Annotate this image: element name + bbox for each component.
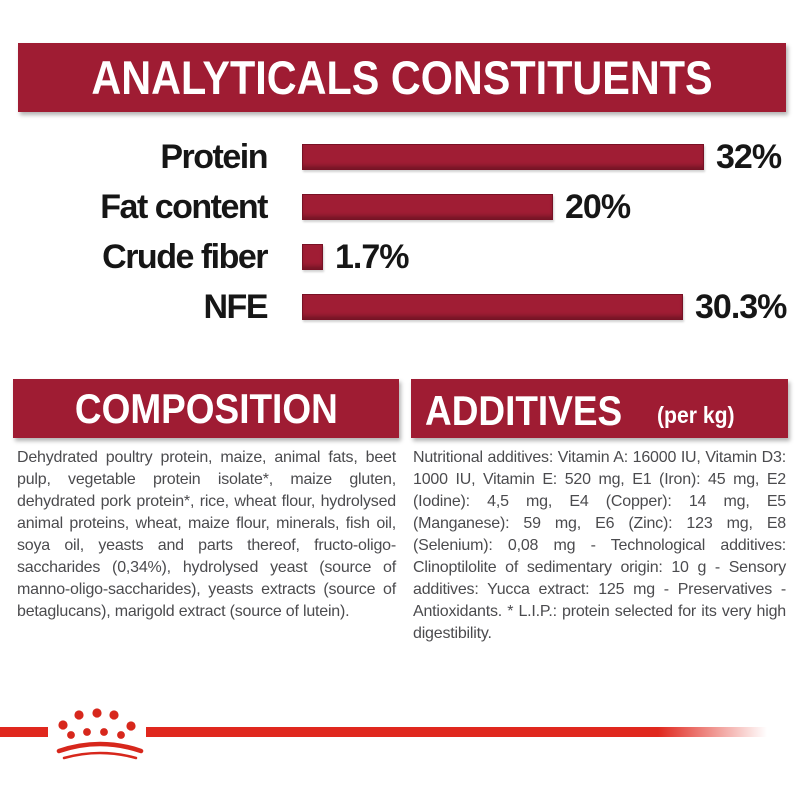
composition-banner: COMPOSITION	[13, 379, 399, 438]
composition-title: COMPOSITION	[74, 384, 338, 432]
chart-row-crude-fiber: Crude fiber 1.7%	[0, 238, 409, 276]
chart-bar	[302, 144, 704, 170]
chart-category-label: Crude fiber	[102, 238, 268, 276]
chart-bar	[302, 294, 683, 320]
chart-bar	[302, 244, 323, 270]
additives-body-text: Nutritional additives: Vitamin A: 16000 …	[413, 449, 786, 642]
additives-title-suffix: (per kg)	[657, 402, 735, 428]
chart-value-label: 30.3%	[695, 287, 787, 326]
chart-row-nfe: NFE 30.3%	[0, 288, 788, 326]
chart-category-label: Protein	[160, 138, 268, 176]
additives-banner: ADDITIVES (per kg)	[411, 379, 788, 438]
chart-bar	[302, 194, 553, 220]
chart-row-fat-content: Fat content 20%	[0, 188, 631, 226]
composition-body-text: Dehydrated poultry protein, maize, anima…	[17, 449, 396, 620]
royal-canin-crown-icon	[56, 708, 144, 760]
chart-category-label: NFE	[203, 288, 269, 326]
additives-title: ADDITIVES	[425, 387, 623, 434]
chart-category-label: Fat content	[100, 188, 268, 226]
analytical-constituents-banner: ANALYTICALS CONSTITUENTS	[18, 43, 786, 112]
chart-value-label: 32%	[716, 137, 782, 176]
chart-value-label: 20%	[565, 187, 631, 226]
footer-rule-right	[146, 727, 786, 737]
bar-chart: Protein 32% Fat content 20% Crude fiber 1.7% N…	[0, 135, 800, 335]
footer-rule-left	[0, 727, 48, 737]
chart-value-label: 1.7%	[335, 237, 409, 276]
chart-row-protein: Protein 32%	[0, 138, 782, 176]
analytical-constituents-title: ANALYTICALS CONSTITUENTS	[91, 51, 713, 104]
